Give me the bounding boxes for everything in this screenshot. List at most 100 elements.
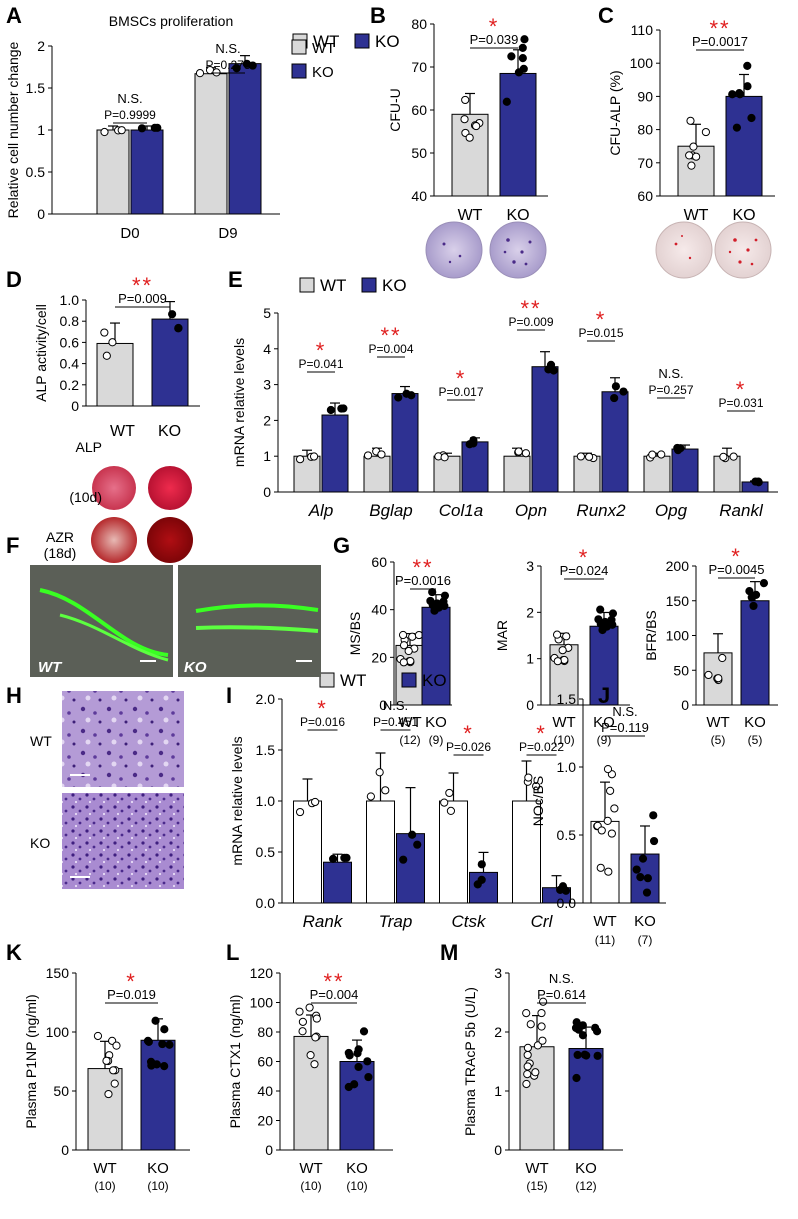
p-value-label: P=0.041 [298,357,343,371]
d-wt-label: WT [110,423,135,440]
data-point [596,605,605,614]
data-point [406,656,415,666]
data-point [732,123,741,132]
data-point [100,328,109,337]
sig-label: * [463,721,474,746]
n-label: (10) [300,1179,321,1193]
bar-ko [740,600,770,706]
data-point [402,389,411,398]
data-point [619,387,628,396]
sig-label: * [731,544,742,569]
x-tick-label: KO [732,207,755,224]
y-axis-label: mRNA relative levels [231,338,247,467]
sig-label: ** [709,16,730,41]
data-point [312,1014,321,1023]
data-point [518,43,527,52]
p-value-label: P=0.451 [373,715,418,729]
bar-ko [130,129,164,215]
y-tick-label: 60 [411,102,427,118]
p-value-label: P=0.016 [300,715,345,729]
p-value-label: P=0.0045 [708,562,764,577]
data-point [381,786,390,795]
data-point [552,630,562,639]
x-tick-label: WT [93,1160,116,1177]
alp-dish-ko [148,466,192,510]
data-point [604,867,613,876]
y-tick-label: 100 [666,628,690,644]
p-value-label: P=0.0017 [692,34,748,49]
y-tick-label: 200 [666,558,690,574]
data-point [295,455,305,464]
chart-c: 60 70 80 90 100 110 CFU-ALP (%) WT KO P=0.0017** [607,16,775,224]
panel-label-l: L [226,940,240,965]
data-point [363,451,373,460]
bar-ko [140,1039,176,1151]
data-point [607,615,616,625]
bar-wt [194,73,228,215]
data-point [649,811,658,820]
data-point [692,152,701,161]
panel-label-e: E [228,267,243,292]
n-label: (12) [575,1179,596,1193]
bar-wt [293,800,322,904]
panel-b-dishes [425,221,547,279]
alp-dish-wt [92,466,136,510]
y-tick-label: 0 [37,206,45,222]
y-tick-label: 3 [263,377,271,393]
data-point [212,68,221,77]
data-point [306,1051,315,1060]
data-point [109,1066,118,1075]
data-point [473,880,482,889]
x-tick-label: WT [593,913,616,930]
x-tick-label: Crl [531,912,554,931]
bar-ko [499,72,537,197]
azr-days: (18d) [44,545,77,561]
sig-label: N.S. [383,698,408,713]
y-tick-label: 80 [637,122,653,138]
data-point [350,1080,359,1089]
n-label: (15) [526,1179,547,1193]
data-point [394,393,403,402]
sig-label: ** [132,273,153,298]
y-tick-label: 3 [526,558,534,574]
n-label: (9) [429,733,444,747]
y-tick-label: 2 [37,38,45,54]
data-point [445,788,454,798]
x-tick-label: Ctsk [452,912,488,931]
data-point [311,797,320,807]
azr-dish-wt [91,517,137,563]
legend-swatch-wt [299,277,315,293]
data-point [413,840,422,849]
panel-label-c: C [598,3,614,28]
x-tick-label: WT [398,714,421,731]
data-point [685,151,694,160]
y-tick-label: 0.5 [256,844,276,860]
y-tick-label: 0.2 [60,377,80,393]
y-tick-label: 2 [263,412,271,428]
bar-ko [391,393,419,493]
panel-label-b: B [370,3,386,28]
y-tick-label: 5 [263,305,271,321]
data-point [728,90,737,99]
y-tick-label: 2.0 [256,691,276,707]
y-tick-label: 70 [637,155,653,171]
data-point [523,1062,532,1071]
data-point [440,798,449,807]
x-tick-label: Bglap [369,501,412,520]
chart-i: 0.0 0.5 1.0 1.5 2.0 mRNA relative levels Rank P… [229,671,580,931]
data-point [743,82,752,91]
bar-ko [601,391,629,493]
y-tick-label: 1.5 [557,691,577,707]
data-point [521,449,531,458]
y-tick-label: 1.0 [256,793,276,809]
p-value-label: P=0.273 [205,58,250,72]
x-tick-label: Opn [515,501,547,520]
data-point [686,116,695,125]
panel-label-j: J [598,683,611,708]
sig-label: * [536,721,547,746]
y-tick-label: 0 [526,697,534,713]
data-point [538,1036,547,1045]
alp-label: ALP [76,439,102,455]
y-tick-label: 2 [494,1024,502,1040]
chart-k: 0 50 100 150 Plasma P1NP (ng/ml) WT (10) KO (10)… [23,965,190,1193]
